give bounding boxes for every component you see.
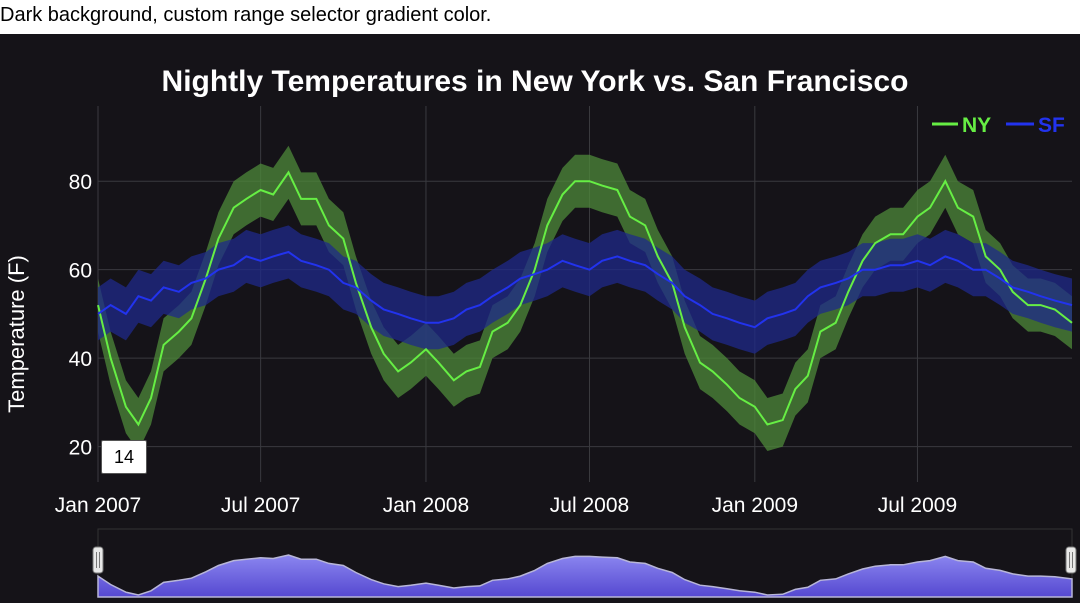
series-band-sf (98, 225, 1072, 354)
x-tick-label: Jan 2009 (712, 494, 798, 517)
series-line-ny (97, 170, 1073, 427)
series-band-ny (98, 145, 1072, 452)
y-tick-label: 40 (69, 348, 92, 371)
caption: Dark background, custom range selector g… (0, 4, 492, 26)
legend-ny-label: NY (962, 114, 991, 137)
temperature-chart[interactable]: 20 40 60 80 Jan 2007 Jul 2007 Jan 2008 Jul 2008… (0, 34, 1080, 603)
range-selector-area (97, 554, 1073, 598)
tick-labels: 20 40 60 80 Jan 2007 Jul 2007 Jan 2008 Jul 2008… (55, 171, 957, 517)
range-selector-right-handle[interactable] (1065, 546, 1077, 574)
y-tick-label: 20 (69, 437, 92, 460)
y-tick-label: 60 (69, 260, 92, 283)
range-selector[interactable] (92, 528, 1077, 598)
x-tick-label: Jan 2007 (55, 494, 141, 517)
chart-title: Nightly Temperatures in New York vs. San… (162, 65, 909, 98)
x-tick-label: Jul 2009 (878, 494, 957, 517)
y-axis-label: Temperature (F) (4, 255, 29, 413)
series-line-sf (97, 250, 1073, 329)
x-tick-label: Jan 2008 (383, 494, 469, 517)
legend: NY SF (932, 114, 1065, 137)
range-selector-left-handle[interactable] (92, 546, 104, 574)
x-tick-label: Jul 2007 (221, 494, 300, 517)
x-tick-label: Jul 2008 (550, 494, 629, 517)
y-tick-label: 80 (69, 171, 92, 194)
legend-sf-label: SF (1038, 114, 1065, 137)
series-lines (97, 170, 1073, 427)
roll-period-input[interactable]: 14 (101, 440, 147, 474)
error-bands (98, 145, 1072, 452)
